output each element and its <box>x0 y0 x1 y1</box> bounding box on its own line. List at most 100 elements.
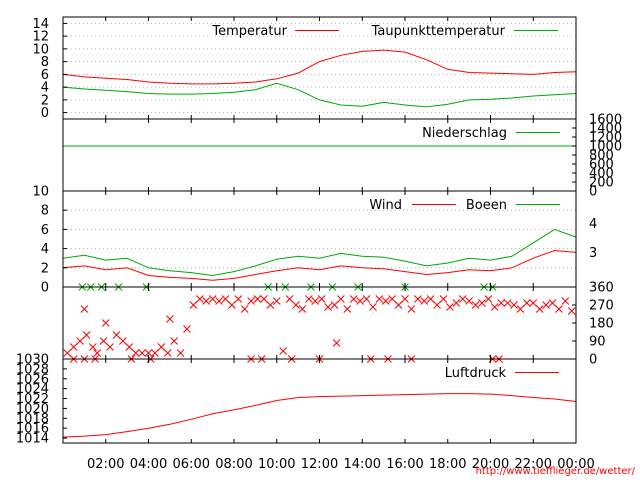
direction-marker <box>304 295 313 303</box>
direction-marker <box>189 301 198 309</box>
direction-marker <box>529 299 538 307</box>
rain-y-tick-label: 200 <box>589 176 614 191</box>
temp-legend-label: Temperatur <box>211 24 287 39</box>
direction-marker <box>93 349 102 357</box>
direction-y-tick-label: 360 <box>589 281 614 296</box>
direction-marker <box>253 295 262 303</box>
wind-y-tick-label: 6 <box>41 223 49 238</box>
x-tick-label: 02:00 <box>87 457 124 472</box>
direction-marker <box>484 295 493 303</box>
pressure-y-tick-label: 1026 <box>16 372 49 387</box>
direction-marker <box>446 303 454 311</box>
direction-marker <box>82 331 91 339</box>
direction-marker <box>516 305 525 313</box>
x-tick-label: 14:00 <box>344 457 381 472</box>
source-url[interactable]: http://www.tiefflieger.de/wetter/ <box>476 466 636 477</box>
direction-marker <box>388 295 397 303</box>
direction-marker <box>170 337 179 345</box>
direction-marker <box>439 295 448 303</box>
direction-marker <box>394 301 403 309</box>
direction-marker <box>144 349 153 357</box>
wind-y-tick-label: 2 <box>41 261 49 276</box>
pressure-y-tick-label: 1018 <box>16 412 49 427</box>
direction-marker <box>89 343 97 351</box>
direction-marker <box>183 325 191 333</box>
wind-y-tick-label: 8 <box>41 204 49 219</box>
direction-marker <box>510 301 518 309</box>
direction-marker <box>131 349 140 357</box>
temp-series-line <box>62 82 577 108</box>
direction-marker <box>176 349 185 357</box>
direction-marker <box>272 297 281 305</box>
direction-marker <box>99 337 108 345</box>
rain-y-tick-label: 1600 <box>589 113 622 128</box>
direction-marker <box>285 295 294 303</box>
direction-marker <box>478 299 486 307</box>
wind-series-line <box>62 228 577 277</box>
direction-marker <box>69 343 78 351</box>
wind-y-tick-label: 4 <box>41 242 49 257</box>
direction-marker <box>215 297 223 305</box>
rain-y-tick-label: 600 <box>589 158 614 173</box>
pressure-legend-label: Luftdruck <box>445 366 507 381</box>
direction-marker <box>166 315 174 323</box>
wind-y-tick-label: 10 <box>32 185 49 200</box>
direction-marker <box>157 343 166 351</box>
direction-marker <box>420 297 429 305</box>
direction-y-tick-label: 0 <box>589 353 597 368</box>
x-tick-label: 20:00 <box>472 457 509 472</box>
wind-right-label: 3 <box>589 246 597 261</box>
direction-marker <box>151 349 159 357</box>
temp-y-tick-label: 0 <box>41 106 49 121</box>
x-tick-label: 00:00 <box>557 457 594 472</box>
direction-marker <box>317 295 326 303</box>
direction-marker <box>452 299 461 307</box>
direction-marker <box>542 301 550 309</box>
direction-marker <box>465 297 473 305</box>
direction-marker <box>279 347 288 355</box>
direction-marker <box>163 349 172 357</box>
direction-marker <box>112 331 121 339</box>
direction-y-tick-label: 180 <box>589 317 614 332</box>
direction-marker <box>471 301 480 309</box>
direction-marker <box>202 297 211 305</box>
direction-marker <box>490 303 499 311</box>
direction-marker <box>260 295 268 303</box>
x-tick-label: 08:00 <box>215 457 252 472</box>
direction-marker <box>561 297 570 305</box>
pressure-y-tick-label: 1020 <box>16 402 49 417</box>
direction-marker <box>311 297 320 305</box>
x-tick-label: 18:00 <box>429 457 466 472</box>
direction-marker <box>567 307 576 315</box>
direction-marker <box>80 305 89 313</box>
direction-marker <box>413 295 422 303</box>
direction-marker <box>407 305 416 313</box>
pressure-y-tick-label: 1030 <box>16 353 49 368</box>
pressure-y-tick-label: 1016 <box>16 422 49 437</box>
direction-marker <box>426 295 435 303</box>
direction-marker <box>497 299 506 307</box>
direction-marker <box>332 339 341 347</box>
direction-marker <box>330 301 339 309</box>
temp-y-tick-label: 8 <box>41 55 49 70</box>
direction-y-tick-label: 270 <box>589 299 614 314</box>
temp-y-tick-label: 14 <box>32 17 49 32</box>
direction-marker <box>548 299 557 307</box>
direction-marker <box>125 343 134 351</box>
x-tick-label: 22:00 <box>515 457 552 472</box>
rain-y-tick-label: 400 <box>589 167 614 182</box>
direction-marker <box>101 319 110 327</box>
direction-marker <box>195 295 204 303</box>
direction-marker <box>221 295 230 303</box>
x-tick-label: 16:00 <box>386 457 423 472</box>
temp-y-tick-label: 6 <box>41 68 49 83</box>
temp-legend-label: Taupunkttemperatur <box>371 24 506 39</box>
direction-marker <box>555 305 563 313</box>
direction-marker <box>208 295 217 303</box>
pressure-y-tick-label: 1024 <box>16 382 49 397</box>
direction-marker <box>535 305 544 313</box>
rain-y-tick-label: 1000 <box>589 140 622 155</box>
wind-legend-label: Boeen <box>466 198 507 213</box>
rain-legend-label: Niederschlag <box>422 126 507 141</box>
